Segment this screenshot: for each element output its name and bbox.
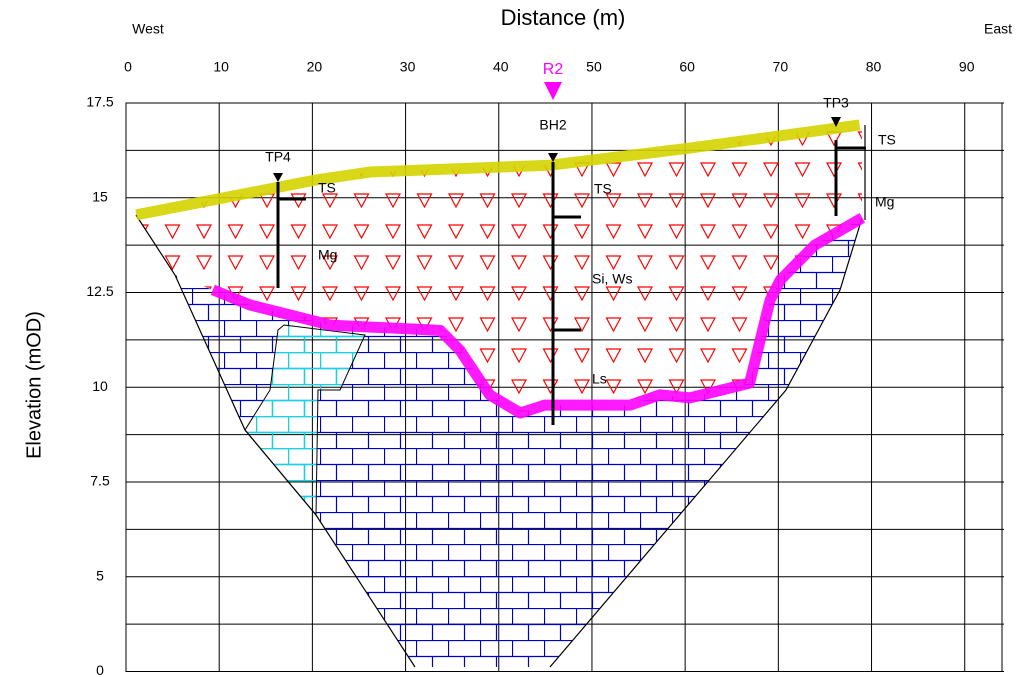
y-axis-label: Elevation (mOD)	[23, 311, 45, 459]
y-tick-label: 0	[96, 662, 104, 677]
y-tick-label: 12.5	[86, 283, 113, 299]
x-tick-label: 0	[124, 59, 132, 75]
x-tick-label: 20	[307, 59, 323, 75]
y-tick-label: 17.5	[86, 94, 113, 110]
x-tick-label: 50	[586, 59, 602, 75]
annotation: BH2	[539, 117, 566, 133]
y-tick-label: 5	[96, 567, 104, 583]
y-tick-label: 7.5	[90, 473, 110, 489]
x-tick-label: 70	[773, 59, 789, 75]
annotation: TS	[878, 132, 896, 148]
y-tick-label: 15	[92, 188, 108, 204]
x-tick-label: 30	[400, 59, 416, 75]
annotation: TP4	[265, 149, 291, 165]
annotation: Mg	[318, 247, 337, 263]
west-label: West	[132, 21, 164, 37]
y-tick-label: 10	[92, 378, 108, 394]
x-tick-label: 60	[679, 59, 695, 75]
marker	[544, 82, 562, 100]
annotation: TS	[594, 181, 612, 197]
x-tick-label: 40	[493, 59, 509, 75]
x-tick-label: 80	[866, 59, 882, 75]
annotation: R2	[543, 61, 564, 78]
chart-title: Distance (m)	[501, 5, 626, 30]
x-tick-label: 10	[213, 59, 229, 75]
annotation: Si, Ws	[592, 271, 632, 287]
annotation: Ls	[592, 371, 607, 387]
east-label: East	[984, 21, 1012, 37]
annotation: TP3	[823, 95, 849, 111]
chart: R2 BH2 TP4 TP3 TS Mg TS Si, Ws Ls TS Mg …	[0, 0, 1017, 677]
annotation: Mg	[875, 194, 894, 210]
marker	[273, 173, 283, 182]
x-tick-label: 90	[959, 59, 975, 75]
annotation: TS	[318, 180, 336, 196]
